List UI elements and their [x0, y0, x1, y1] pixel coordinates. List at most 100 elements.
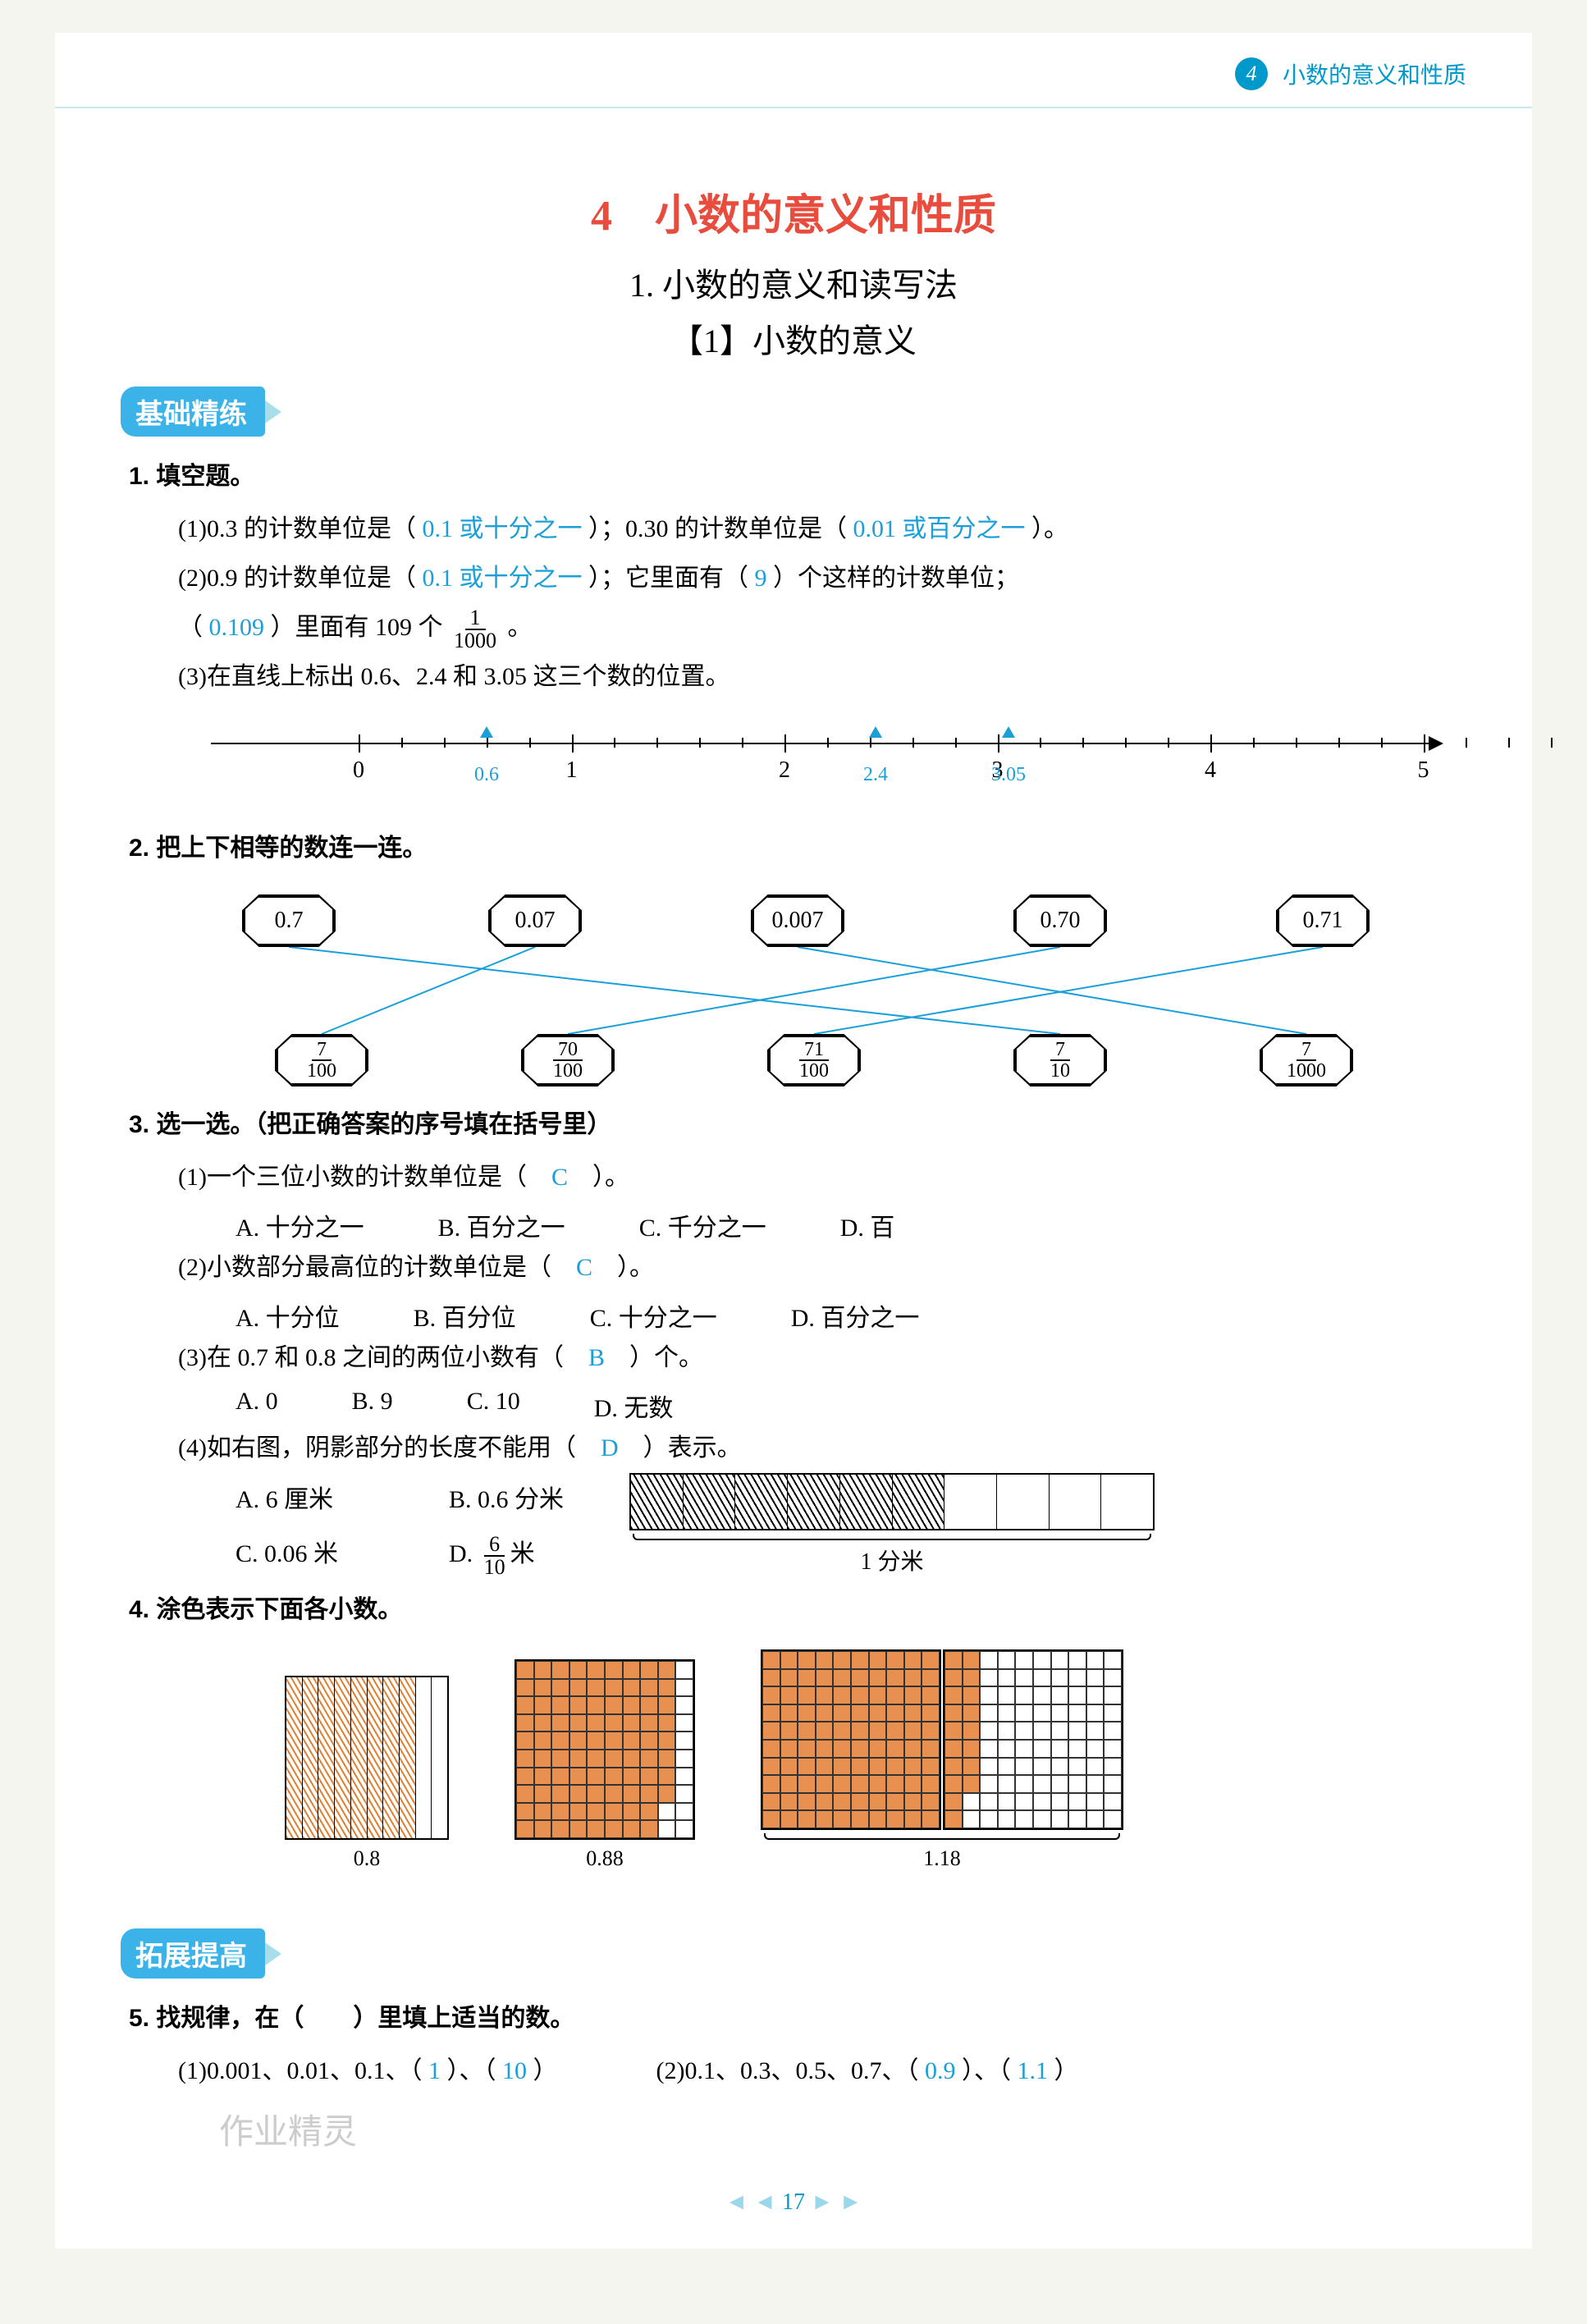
grid-cell [851, 1793, 869, 1811]
grid-cell [1033, 1669, 1051, 1687]
q1-fraction: 11000 [449, 607, 501, 652]
grid-cell [1086, 1722, 1104, 1740]
q5-ans4: 1.1 [1017, 2057, 1048, 2084]
grid-cell [640, 1714, 658, 1732]
grid-cell [1015, 1651, 1033, 1669]
numberline-tick [656, 738, 658, 748]
grid-cell [658, 1820, 676, 1838]
numberline-tick [784, 734, 786, 753]
grid-cell [605, 1820, 623, 1838]
grid-cell [640, 1803, 658, 1821]
grid-cell [1015, 1669, 1033, 1687]
grid-cell [623, 1785, 641, 1803]
grid-item: 0.8 [285, 1676, 449, 1871]
q1-heading: 1. 填空题。 [129, 453, 1466, 500]
q1-ans5: 0.109 [209, 614, 265, 641]
grid-cell [1033, 1775, 1051, 1793]
grid-cell [798, 1722, 816, 1740]
grid-cell [833, 1740, 851, 1758]
numberline-tick [1338, 738, 1340, 748]
grid-cell [1086, 1651, 1104, 1669]
grid-cell [1104, 1704, 1122, 1722]
grid-cell [780, 1810, 798, 1828]
q3-heading: 3. 选一选。（把正确答案的序号填在括号里） [129, 1101, 1466, 1148]
grid-cell [569, 1820, 588, 1838]
grid-cell [780, 1686, 798, 1704]
grid-cell [551, 1803, 569, 1821]
grid-cell [658, 1750, 676, 1768]
grid-cell [1033, 1722, 1051, 1740]
grid-cell [534, 1679, 552, 1697]
grid-cell [851, 1722, 869, 1740]
q3-item4-row: A. 6 厘米B. 0.6 分米C. 0.06 米D. 610米1 分米 [121, 1473, 1466, 1581]
grid-cell [1104, 1651, 1122, 1669]
grid-cell [886, 1740, 904, 1758]
option: B. 9 [352, 1388, 393, 1424]
grid-cell [569, 1661, 588, 1679]
grid-cell [963, 1793, 981, 1811]
grid-col [432, 1677, 447, 1838]
grid-cell [605, 1661, 623, 1679]
grid-cell [1068, 1651, 1086, 1669]
grid-cell [998, 1669, 1016, 1687]
grid-cell [833, 1758, 851, 1776]
grid-cell [762, 1793, 780, 1811]
grid-cell [798, 1793, 816, 1811]
grid-cell [980, 1810, 998, 1828]
grid-cell [851, 1686, 869, 1704]
grid-cell [998, 1775, 1016, 1793]
grid-label: 0.8 [285, 1846, 449, 1871]
ruler-cell [840, 1475, 893, 1529]
ruler-cell [735, 1475, 788, 1529]
grid-cell [605, 1679, 623, 1697]
grid-cell [587, 1661, 605, 1679]
grid-cell [833, 1793, 851, 1811]
numberline-tick [401, 738, 403, 748]
grid-cell [605, 1714, 623, 1732]
octagon-bottom: 71000 [1261, 1036, 1351, 1085]
grid-cell [605, 1696, 623, 1714]
grid-cell [886, 1704, 904, 1722]
grid-cell [640, 1768, 658, 1786]
numberline-tick [359, 734, 360, 753]
grid-cell [904, 1740, 922, 1758]
grid-cell [944, 1775, 963, 1793]
option: B. 百分之一 [438, 1207, 565, 1243]
numberline-mark: 2.4 [863, 726, 888, 786]
grid-cell [1015, 1686, 1033, 1704]
grid-cell [516, 1785, 534, 1803]
grid-cell [816, 1722, 834, 1740]
grid-cell [1104, 1740, 1122, 1758]
grid-cell [1015, 1810, 1033, 1828]
grid-cell [998, 1686, 1016, 1704]
grid-cell [980, 1722, 998, 1740]
grid-cell [1086, 1686, 1104, 1704]
q5-ans1: 1 [428, 2057, 441, 2084]
grid-cell [798, 1810, 816, 1828]
grid-cell [623, 1820, 641, 1838]
grid-cell [869, 1722, 887, 1740]
connect-diagram: 0.70.070.0070.700.71 7100701007110071071… [194, 888, 1425, 1093]
option: D. 百 [840, 1207, 895, 1243]
grid-cell [1068, 1793, 1086, 1811]
option: D. 无数 [594, 1388, 674, 1424]
grid-cell [780, 1704, 798, 1722]
footer-right-icon [811, 2189, 862, 2215]
grid-cell [851, 1704, 869, 1722]
numberline-tick [1125, 738, 1127, 748]
extend-badge: 拓展提高 [121, 1928, 265, 1979]
grid-cell [798, 1669, 816, 1687]
page-header: 4 小数的意义和性质 [1235, 57, 1466, 90]
numberline-mark: 0.6 [474, 726, 499, 786]
grid-cell [762, 1651, 780, 1669]
grid-cell [762, 1810, 780, 1828]
grid-cell [675, 1750, 693, 1768]
octagon-bottom: 710 [1015, 1036, 1105, 1085]
chapter-title: 4 小数的意义和性质 [121, 181, 1466, 242]
hundredths-grid [943, 1649, 1123, 1830]
grid-col [286, 1677, 303, 1838]
grid-cell [587, 1768, 605, 1786]
numberline-tick [1551, 738, 1553, 748]
grid-cell [944, 1704, 963, 1722]
grid-cell [534, 1768, 552, 1786]
